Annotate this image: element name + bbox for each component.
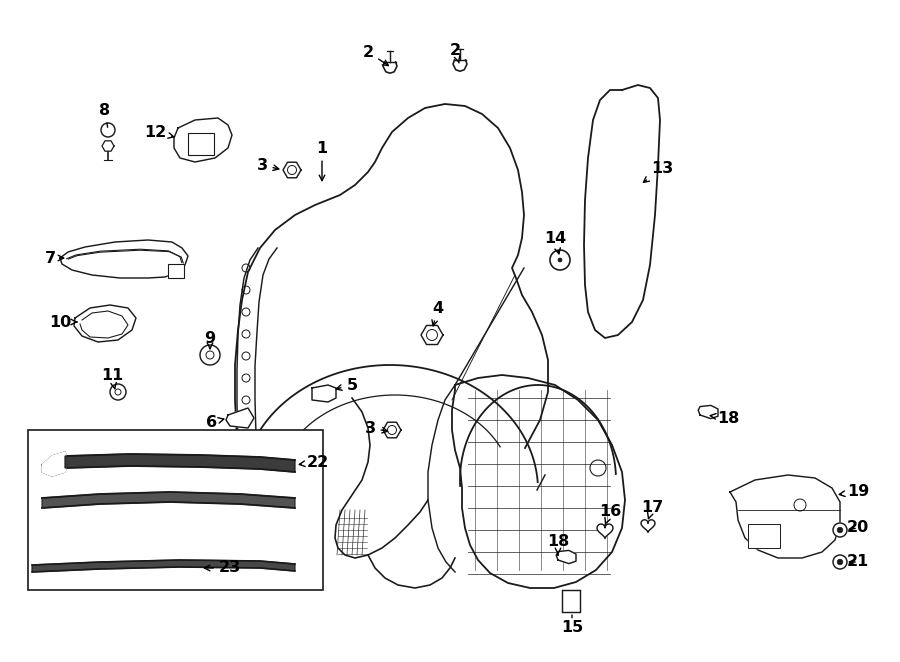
Polygon shape — [65, 454, 295, 472]
Polygon shape — [102, 141, 114, 151]
Text: 17: 17 — [641, 500, 663, 519]
Text: 18: 18 — [710, 410, 739, 426]
Polygon shape — [383, 422, 401, 438]
Text: 4: 4 — [432, 301, 444, 326]
Polygon shape — [32, 560, 295, 572]
Polygon shape — [698, 405, 718, 418]
Text: 18: 18 — [547, 534, 569, 555]
Text: 20: 20 — [847, 520, 869, 536]
Text: 3: 3 — [256, 158, 279, 173]
Text: 7: 7 — [44, 250, 64, 265]
Text: 9: 9 — [204, 330, 216, 349]
Bar — [748, 524, 780, 548]
Bar — [168, 264, 184, 278]
Text: 12: 12 — [144, 124, 174, 140]
Polygon shape — [174, 118, 232, 162]
Bar — [168, 264, 184, 278]
Circle shape — [200, 345, 220, 365]
Polygon shape — [312, 385, 336, 402]
Bar — [562, 590, 580, 612]
Text: 3: 3 — [364, 420, 388, 436]
Text: 23: 23 — [204, 561, 241, 575]
Bar — [188, 133, 214, 155]
Circle shape — [101, 123, 115, 137]
Polygon shape — [283, 162, 301, 178]
Text: 1: 1 — [317, 140, 328, 181]
Bar — [28, 430, 323, 590]
Polygon shape — [730, 475, 840, 558]
Text: 16: 16 — [598, 504, 621, 525]
Circle shape — [110, 384, 126, 400]
Text: 6: 6 — [206, 414, 224, 430]
Text: 5: 5 — [337, 377, 357, 393]
Polygon shape — [597, 524, 613, 538]
Text: 22: 22 — [300, 455, 329, 469]
Circle shape — [837, 527, 842, 533]
Text: 2: 2 — [449, 42, 461, 63]
Text: 19: 19 — [840, 485, 869, 500]
Text: 15: 15 — [561, 615, 583, 636]
Polygon shape — [641, 520, 655, 532]
Circle shape — [833, 523, 847, 537]
Polygon shape — [226, 408, 254, 428]
Text: 21: 21 — [847, 555, 869, 569]
Text: 11: 11 — [101, 367, 123, 389]
Polygon shape — [42, 452, 68, 476]
Polygon shape — [42, 492, 295, 508]
Bar — [748, 524, 780, 548]
Circle shape — [833, 555, 847, 569]
Polygon shape — [74, 305, 136, 342]
Text: 2: 2 — [363, 44, 389, 66]
Text: 14: 14 — [544, 230, 566, 254]
Polygon shape — [556, 550, 576, 563]
Polygon shape — [60, 240, 188, 278]
Text: 8: 8 — [99, 103, 111, 127]
Bar — [562, 590, 580, 612]
Polygon shape — [421, 326, 443, 344]
Text: 10: 10 — [49, 314, 77, 330]
Circle shape — [837, 559, 842, 565]
Text: 13: 13 — [644, 160, 673, 182]
Bar — [188, 133, 214, 155]
Circle shape — [558, 258, 562, 262]
